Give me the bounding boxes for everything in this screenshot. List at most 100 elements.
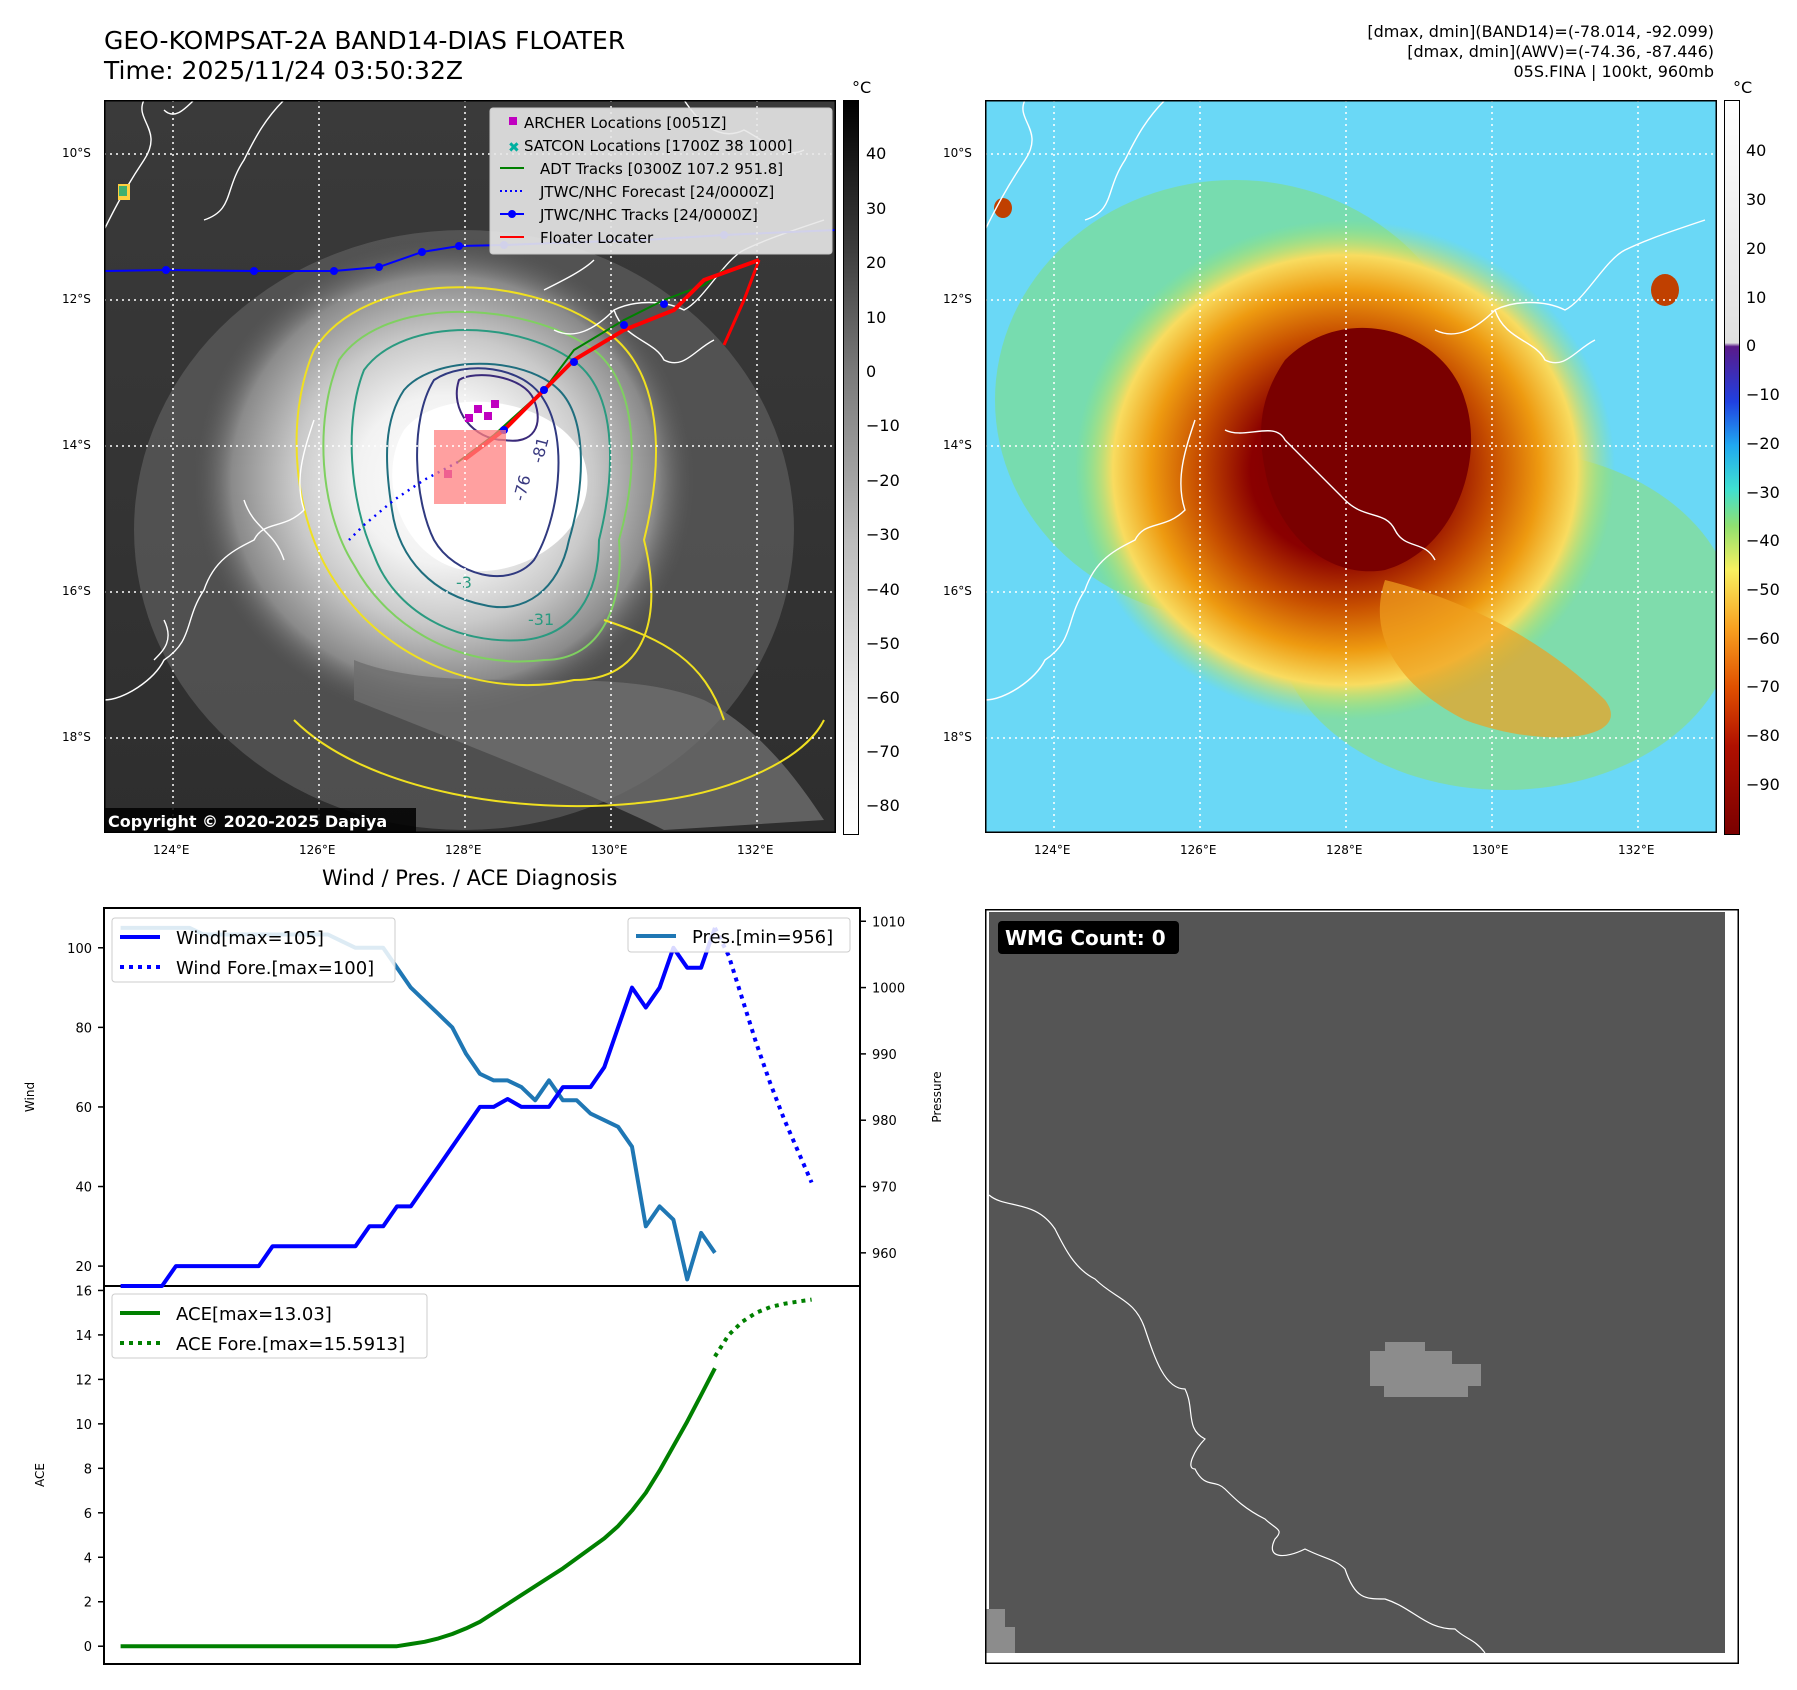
wind-tick-label: 40 xyxy=(75,1181,92,1196)
lon-tick-label: 124°E xyxy=(1034,843,1071,857)
wmg-map: WMG Count: 0 xyxy=(985,909,1739,1664)
lon-tick-label: 124°E xyxy=(153,843,190,857)
legend-tracks: JTWC/NHC Tracks [24/0000Z] xyxy=(539,206,758,224)
satcon-marker-icon: ✖ xyxy=(508,140,520,156)
ir-colorbar-tick: 10 xyxy=(866,308,887,327)
rainbow-colorbar-unit: °C xyxy=(1733,78,1753,97)
ir-colorbar-tick: −50 xyxy=(866,634,900,653)
ir-colorbar xyxy=(843,100,859,835)
legend-archer: ARCHER Locations [0051Z] xyxy=(524,114,727,132)
contour-label: -3 xyxy=(456,573,472,592)
lat-tick-label: 10°S xyxy=(943,146,972,160)
rainbow-colorbar-tick: 20 xyxy=(1746,239,1767,258)
legend-wind: Wind[max=105] xyxy=(176,928,324,949)
lat-tick-label: 16°S xyxy=(62,584,91,598)
pressure-tick-label: 990 xyxy=(872,1048,897,1063)
ir-colorbar-tick: −40 xyxy=(866,580,900,599)
lon-tick-label: 132°E xyxy=(737,843,774,857)
pressure-tick-label: 1010 xyxy=(872,915,905,930)
ace-tick-label: 14 xyxy=(75,1329,92,1344)
contour-label: -31 xyxy=(528,610,554,629)
diagnosis-title: Wind / Pres. / ACE Diagnosis xyxy=(322,866,618,890)
lat-tick-label: 10°S xyxy=(62,146,91,160)
lon-tick-label: 128°E xyxy=(1326,843,1363,857)
legend-adt: ADT Tracks [0300Z 107.2 951.8] xyxy=(540,160,783,178)
wmg-count: WMG Count: 0 xyxy=(1005,926,1166,950)
ir-colorbar-tick: −10 xyxy=(866,416,900,435)
rainbow-colorbar-tick: −20 xyxy=(1746,434,1780,453)
lon-tick-label: 132°E xyxy=(1618,843,1655,857)
map-legend: ARCHER Locations [0051Z] ✖ SATCON Locati… xyxy=(489,107,833,255)
ace-tick-label: 4 xyxy=(84,1551,92,1566)
ace-tick-label: 6 xyxy=(84,1507,92,1522)
ace-line xyxy=(120,1367,717,1649)
pressure-legend xyxy=(627,917,851,953)
legend-forecast: JTWC/NHC Forecast [24/0000Z] xyxy=(539,183,774,201)
ace-tick-label: 12 xyxy=(75,1373,92,1388)
copyright: Copyright © 2020-2025 Dapiya xyxy=(108,812,387,831)
lat-tick-label: 16°S xyxy=(943,584,972,598)
rainbow-colorbar-tick: 40 xyxy=(1746,141,1767,160)
rainbow-colorbar-tick: 0 xyxy=(1746,336,1757,355)
ir-colorbar-tick: 0 xyxy=(866,362,877,381)
wind-forecast-line xyxy=(713,927,814,1184)
ir-colorbar-tick: −80 xyxy=(866,796,900,815)
pressure-tick-label: 970 xyxy=(872,1181,897,1196)
rainbow-colorbar-tick: −60 xyxy=(1746,629,1780,648)
legend-satcon: SATCON Locations [1700Z 38 1000] xyxy=(524,137,792,155)
lat-tick-label: 18°S xyxy=(943,730,972,744)
rainbow-colorbar-tick: 10 xyxy=(1746,288,1767,307)
ace-legend xyxy=(111,1293,428,1359)
ir-colorbar-unit: °C xyxy=(852,78,872,97)
pressure-tick-label: 980 xyxy=(872,1114,897,1129)
ace-axis-label: ACE xyxy=(33,1463,47,1487)
ir-colorbar-tick: −70 xyxy=(866,742,900,761)
ace-tick-label: 0 xyxy=(84,1640,92,1655)
ir-satellite-map: -81 -76 -31 -3 xyxy=(104,100,836,833)
lon-tick-label: 130°E xyxy=(1472,843,1509,857)
ace-tick-label: 2 xyxy=(84,1596,92,1611)
lat-tick-label: 18°S xyxy=(62,730,91,744)
figure-title: GEO-KOMPSAT-2A BAND14-DIAS FLOATER xyxy=(104,26,626,55)
ir-colorbar-tick: 40 xyxy=(866,144,887,163)
lat-tick-label: 14°S xyxy=(943,438,972,452)
wind-line xyxy=(120,927,717,1288)
wind-tick-label: 60 xyxy=(75,1101,92,1116)
stats-awv: [dmax, dmin](AWV)=(-74.36, -87.446) xyxy=(1407,42,1714,61)
lon-tick-label: 126°E xyxy=(1180,843,1217,857)
ace-tick-label: 16 xyxy=(75,1284,92,1299)
legend-ace: ACE[max=13.03] xyxy=(176,1304,332,1325)
figure-time: Time: 2025/11/24 03:50:32Z xyxy=(104,56,463,85)
rainbow-colorbar xyxy=(1724,100,1740,835)
rainbow-ir-map xyxy=(985,100,1717,833)
legend-ace-forecast: ACE Fore.[max=15.5913] xyxy=(176,1334,405,1355)
storm-info: 05S.FINA | 100kt, 960mb xyxy=(1513,62,1714,81)
stats-band14: [dmax, dmin](BAND14)=(-78.014, -92.099) xyxy=(1367,22,1714,41)
ir-colorbar-tick: −60 xyxy=(866,688,900,707)
lat-tick-label: 12°S xyxy=(62,292,91,306)
legend-pressure: Pres.[min=956] xyxy=(692,927,833,948)
wind-axis-label: Wind xyxy=(23,1082,37,1112)
legend-floater: Floater Locater xyxy=(540,229,654,247)
rainbow-colorbar-tick: −30 xyxy=(1746,483,1780,502)
rainbow-colorbar-tick: −50 xyxy=(1746,580,1780,599)
archer-marker-icon xyxy=(509,117,517,125)
lat-tick-label: 14°S xyxy=(62,438,91,452)
rainbow-colorbar-tick: −80 xyxy=(1746,726,1780,745)
ir-colorbar-tick: 30 xyxy=(866,199,887,218)
lat-tick-label: 12°S xyxy=(943,292,972,306)
wind-legend xyxy=(111,917,396,983)
ace-forecast-line xyxy=(713,1297,812,1358)
legend-wind-forecast: Wind Fore.[max=100] xyxy=(176,958,374,979)
wind-tick-label: 20 xyxy=(75,1260,92,1275)
lon-tick-label: 128°E xyxy=(445,843,482,857)
ir-colorbar-tick: −20 xyxy=(866,471,900,490)
wind-tick-label: 80 xyxy=(75,1021,92,1036)
rainbow-colorbar-tick: −70 xyxy=(1746,677,1780,696)
ir-colorbar-tick: −30 xyxy=(866,525,900,544)
lon-tick-label: 126°E xyxy=(299,843,336,857)
ir-colorbar-tick: 20 xyxy=(866,253,887,272)
rainbow-colorbar-tick: −10 xyxy=(1746,385,1780,404)
rainbow-colorbar-tick: 30 xyxy=(1746,190,1767,209)
lon-tick-label: 130°E xyxy=(591,843,628,857)
